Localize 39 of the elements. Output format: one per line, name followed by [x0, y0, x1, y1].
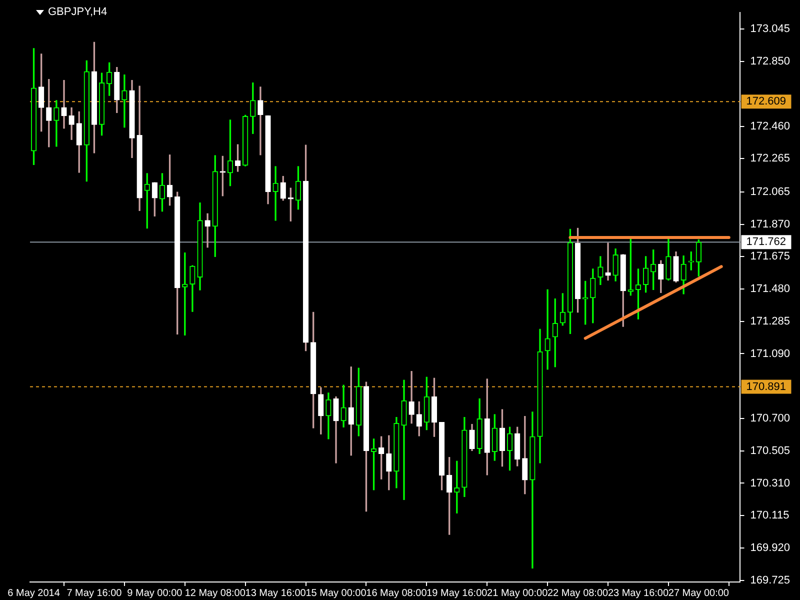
ref-line-label: 170.891 — [746, 380, 786, 393]
x-tick-label: 13 May 16:00 — [245, 588, 306, 599]
candlestick — [204, 213, 210, 248]
x-tick-label: 16 May 08:00 — [366, 588, 428, 599]
y-tick-label: 172.065 — [750, 186, 790, 198]
x-tick-label: 6 May 2014 — [8, 588, 60, 599]
y-tick-label: 171.285 — [750, 315, 790, 328]
y-tick-label: 171.675 — [750, 250, 790, 263]
y-tick-label: 171.090 — [750, 348, 790, 360]
x-tick-label: 9 May 00:00 — [127, 588, 183, 599]
y-tick-label: 171.870 — [750, 218, 790, 230]
x-tick-label: 19 May 16:00 — [426, 588, 488, 599]
x-tick-label: 21 May 00:00 — [487, 588, 548, 599]
ref-line-label: 172.609 — [746, 96, 786, 108]
y-tick-label: 169.920 — [750, 542, 790, 554]
x-tick-label: 27 May 00:00 — [668, 588, 730, 599]
y-tick-label: 172.265 — [750, 152, 790, 165]
x-tick-label: 22 May 08:00 — [547, 588, 609, 599]
y-tick-label: 170.310 — [750, 477, 790, 490]
candlestick — [61, 80, 67, 129]
candlestick — [122, 74, 128, 128]
candlestick — [401, 380, 407, 500]
candlestick — [258, 86, 264, 156]
candlestick — [272, 166, 278, 221]
ref-line-label: 171.762 — [746, 236, 786, 248]
y-tick-label: 172.850 — [750, 56, 790, 68]
y-tick-label: 170.700 — [750, 412, 790, 425]
y-tick-label: 173.045 — [750, 23, 790, 36]
y-tick-label: 171.480 — [750, 283, 790, 296]
y-tick-label: 170.505 — [750, 444, 790, 457]
x-tick-label: 23 May 16:00 — [608, 588, 669, 599]
x-tick-label: 12 May 08:00 — [184, 588, 246, 599]
y-tick-label: 169.725 — [750, 574, 790, 586]
chart-title: GBPJPY,H4 — [48, 6, 108, 18]
y-tick-label: 172.460 — [750, 120, 790, 132]
x-tick-label: 7 May 16:00 — [66, 588, 122, 599]
candlestick — [544, 289, 550, 370]
y-tick-label: 170.115 — [750, 510, 790, 522]
x-tick-label: 15 May 00:00 — [306, 588, 367, 599]
